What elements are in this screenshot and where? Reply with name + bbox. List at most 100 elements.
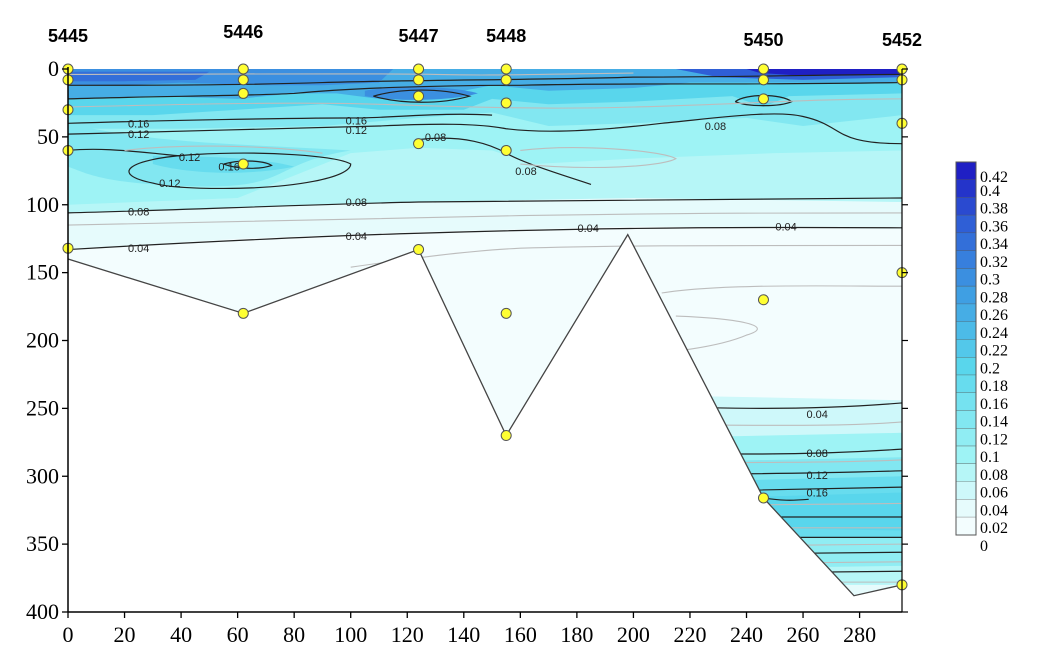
y-tick-label: 250 xyxy=(26,395,59,420)
contour-line xyxy=(128,152,352,190)
legend-swatch xyxy=(956,481,976,500)
contour-line xyxy=(124,145,323,154)
x-tick-label: 60 xyxy=(227,622,249,647)
legend-swatch xyxy=(956,499,976,518)
sample-point xyxy=(757,63,769,75)
x-tick-label: 280 xyxy=(843,622,876,647)
x-tick-label: 260 xyxy=(787,622,820,647)
sample-point xyxy=(500,74,512,86)
legend-label: 0.16 xyxy=(980,396,1008,413)
y-tick-label: 200 xyxy=(26,328,59,353)
legend-swatch xyxy=(956,268,976,287)
sample-point xyxy=(237,307,249,319)
contour-line xyxy=(68,148,182,157)
legend-label: 0.42 xyxy=(980,169,1008,186)
legend-label: 0.38 xyxy=(980,201,1008,218)
bottom-profile xyxy=(67,233,903,597)
legend-label: 0.4 xyxy=(980,183,1000,200)
sample-point xyxy=(237,63,249,75)
x-tick-label: 100 xyxy=(334,622,367,647)
legend-label: 0.32 xyxy=(980,254,1008,271)
sample-point xyxy=(757,492,769,504)
legend-swatch xyxy=(956,392,976,411)
contour-label: 0.12 xyxy=(346,125,367,137)
sample-point xyxy=(413,90,425,102)
legend-label: 0.36 xyxy=(980,218,1008,235)
legend-swatch xyxy=(956,463,976,482)
contour-line xyxy=(68,113,493,124)
sample-point xyxy=(413,63,425,75)
contour-label: 0.08 xyxy=(346,197,367,209)
sample-point xyxy=(413,244,425,256)
legend-label: 0.2 xyxy=(980,360,1000,377)
contour-line xyxy=(68,81,902,100)
sample-point xyxy=(757,74,769,86)
legend-label: 0.22 xyxy=(980,343,1008,360)
contour-line xyxy=(68,73,902,86)
legend-swatch xyxy=(956,197,976,216)
fill-band xyxy=(68,123,351,187)
contour-label: 0.08 xyxy=(425,132,446,144)
legend-label: 0.3 xyxy=(980,272,1000,289)
legend-label: 0 xyxy=(980,538,988,555)
legend-swatch xyxy=(956,375,976,393)
station-label: 5446 xyxy=(223,22,263,42)
contour-line xyxy=(68,72,634,76)
y-tick-label: 350 xyxy=(26,531,59,556)
contour-line xyxy=(68,98,902,109)
sample-point xyxy=(757,294,769,306)
y-tick-label: 300 xyxy=(26,463,59,488)
station-label: 5450 xyxy=(743,30,783,50)
legend-swatch xyxy=(956,517,976,535)
legend-swatch xyxy=(956,304,976,322)
legend-label: 0.1 xyxy=(980,449,1000,466)
contour-line xyxy=(68,212,902,226)
x-tick-label: 20 xyxy=(114,622,136,647)
contour-label: 0.08 xyxy=(128,207,149,219)
y-tick-label: 400 xyxy=(26,599,59,624)
y-tick-label: 50 xyxy=(37,124,59,149)
station-label: 5452 xyxy=(882,30,922,50)
contour-label: 0.12 xyxy=(159,178,180,190)
sample-point xyxy=(500,430,512,442)
legend-label: 0.12 xyxy=(980,431,1008,448)
contour-label: 0.04 xyxy=(346,231,367,243)
contour-label: 0.16 xyxy=(218,162,239,174)
legend-label: 0.34 xyxy=(980,236,1008,253)
legend-swatch xyxy=(956,233,976,251)
x-tick-label: 40 xyxy=(170,622,192,647)
x-tick-label: 140 xyxy=(447,622,480,647)
contour-line xyxy=(520,147,677,168)
contour-label: 0.12 xyxy=(179,152,200,164)
sample-point xyxy=(500,307,512,319)
legend-label: 0.04 xyxy=(980,502,1008,519)
contour-label: 0.16 xyxy=(346,116,367,128)
sample-point xyxy=(237,158,249,170)
x-tick-label: 180 xyxy=(560,622,593,647)
contour-label: 0.16 xyxy=(128,118,149,130)
station-label: 5447 xyxy=(399,26,439,46)
x-tick-label: 240 xyxy=(730,622,763,647)
contour-label: 0.04 xyxy=(806,409,827,421)
contour-label: 0.12 xyxy=(128,129,149,141)
legend-swatch xyxy=(956,162,976,180)
legend-swatch xyxy=(956,215,976,234)
legend-label: 0.24 xyxy=(980,325,1008,342)
sample-point xyxy=(500,144,512,156)
legend-frame xyxy=(955,161,977,536)
legend-label: 0.08 xyxy=(980,467,1008,484)
contour-label: 0.04 xyxy=(577,223,598,235)
legend-swatch xyxy=(956,428,976,447)
sample-point xyxy=(500,97,512,109)
sample-point xyxy=(237,87,249,99)
station-labels: 5445 5446 5447 5448 5450 5452 xyxy=(48,22,922,50)
legend-swatch xyxy=(956,321,976,340)
contour-line xyxy=(661,285,902,294)
legend-swatch xyxy=(956,286,976,305)
contour-line xyxy=(68,226,902,251)
sample-point xyxy=(757,93,769,105)
sample-point xyxy=(413,74,425,86)
